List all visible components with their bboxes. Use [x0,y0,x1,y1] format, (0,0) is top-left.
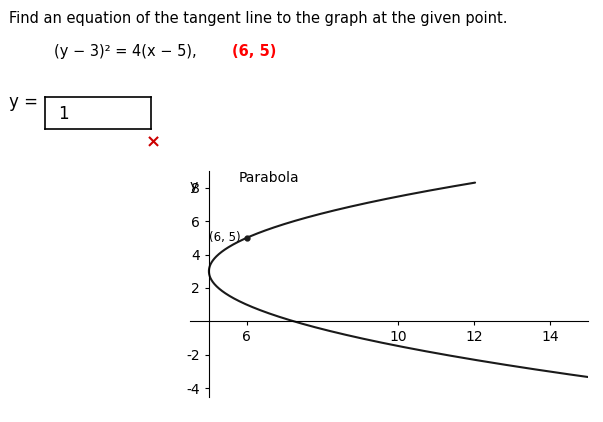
Text: (6, 5): (6, 5) [232,44,277,60]
Text: ×: × [146,133,162,151]
Text: y: y [189,179,198,193]
Text: Find an equation of the tangent line to the graph at the given point.: Find an equation of the tangent line to … [9,11,508,26]
Text: y =: y = [9,93,38,111]
Text: (y − 3)² = 4(x − 5),: (y − 3)² = 4(x − 5), [54,44,197,60]
Text: 1: 1 [58,106,69,124]
Text: (6, 5): (6, 5) [209,231,241,244]
Text: Parabola: Parabola [238,171,299,185]
